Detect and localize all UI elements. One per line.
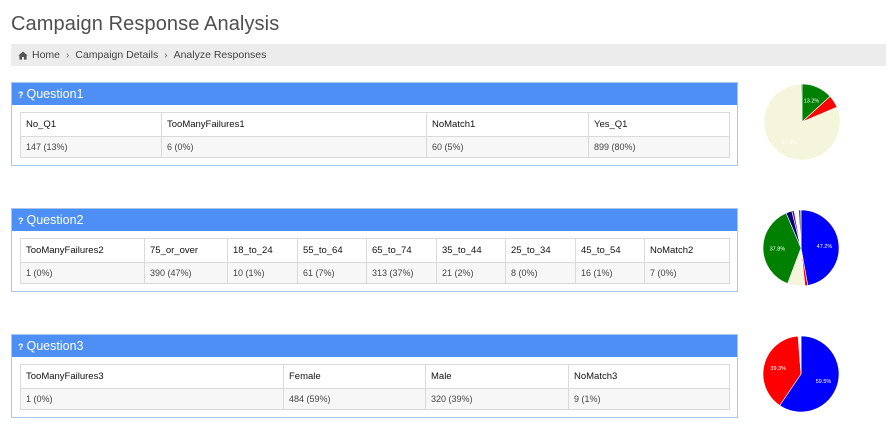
question3-pie-chart: 59.5% 39.3%: [762, 335, 840, 413]
question3-table: TooManyFailures3 Female Male NoMatch3 1 …: [20, 364, 730, 410]
breadcrumb-home[interactable]: Home: [32, 49, 61, 61]
table-cell: 484 (59%): [283, 388, 426, 410]
table-cell: 313 (37%): [366, 262, 437, 284]
table-cell: 147 (13%): [20, 136, 162, 158]
pie-slice: [762, 335, 802, 406]
table-header: 75_or_over: [144, 238, 228, 263]
table-header: NoMatch2: [644, 238, 730, 263]
table-header: 45_to_54: [575, 238, 645, 263]
breadcrumb-separator: ›: [164, 49, 168, 61]
pie-slice-label: 59.5%: [816, 379, 832, 385]
pie-slice-label: 13.2%: [804, 98, 820, 104]
question2-table: TooManyFailures2 75_or_over 18_to_24 55_…: [20, 238, 730, 284]
table-header: 25_to_34: [505, 238, 576, 263]
question1-title: Question1: [26, 87, 84, 101]
table-cell: 1 (0%): [20, 388, 284, 410]
table-cell: 899 (80%): [588, 136, 730, 158]
question2-heading: ? Question2: [12, 209, 737, 231]
question2-title: Question2: [26, 213, 84, 227]
table-cell: 60 (5%): [426, 136, 589, 158]
question1-pie-chart: 13.2% 80.8%: [763, 83, 841, 161]
question2-panel: ? Question2 TooManyFailures2 75_or_over …: [11, 208, 738, 292]
table-header: NoMatch3: [568, 364, 730, 389]
table-header: 18_to_24: [227, 238, 298, 263]
table-header: Male: [425, 364, 569, 389]
table-header: TooManyFailures3: [20, 364, 284, 389]
table-header: No_Q1: [20, 112, 162, 137]
pie-slice: [800, 83, 803, 123]
question3-heading: ? Question3: [12, 335, 737, 357]
question-mark-icon: ?: [18, 215, 24, 226]
table-header-row: TooManyFailures2 75_or_over 18_to_24 55_…: [20, 238, 730, 263]
table-header: 55_to_64: [297, 238, 367, 263]
table-header: 65_to_74: [366, 238, 437, 263]
pie-slice-label: 39.3%: [770, 366, 786, 372]
question1-panel: ? Question1 No_Q1 TooManyFailures1 NoMat…: [11, 82, 738, 166]
question1-heading: ? Question1: [12, 83, 737, 105]
breadcrumb-separator: ›: [66, 49, 70, 61]
page-title: Campaign Response Analysis: [11, 13, 280, 35]
table-cell: 1 (0%): [20, 262, 145, 284]
table-cell: 320 (39%): [425, 388, 569, 410]
pie-slice: [762, 212, 802, 284]
table-header: Yes_Q1: [588, 112, 730, 137]
table-header: TooManyFailures2: [20, 238, 145, 263]
question2-pie-chart: 47.2% 37.8%: [762, 209, 840, 287]
breadcrumb-current: Analyze Responses: [173, 49, 267, 61]
table-row: 1 (0%) 390 (47%) 10 (1%) 61 (7%) 313 (37…: [20, 262, 730, 284]
table-cell: 8 (0%): [505, 262, 576, 284]
table-row: 1 (0%) 484 (59%) 320 (39%) 9 (1%): [20, 388, 730, 410]
table-cell: 6 (0%): [161, 136, 427, 158]
table-header: TooManyFailures1: [161, 112, 427, 137]
table-header: 35_to_44: [436, 238, 506, 263]
table-cell: 390 (47%): [144, 262, 228, 284]
table-cell: 61 (7%): [297, 262, 367, 284]
breadcrumb: Home › Campaign Details › Analyze Respon…: [11, 44, 886, 66]
table-cell: 21 (2%): [436, 262, 506, 284]
home-icon: [18, 51, 28, 60]
table-cell: 7 (0%): [644, 262, 730, 284]
table-cell: 10 (1%): [227, 262, 298, 284]
pie-slice: [779, 335, 840, 413]
table-header-row: No_Q1 TooManyFailures1 NoMatch1 Yes_Q1: [20, 112, 730, 137]
pie-slice-label: 37.8%: [770, 246, 786, 252]
table-header-row: TooManyFailures3 Female Male NoMatch3: [20, 364, 730, 389]
table-header: NoMatch1: [426, 112, 589, 137]
question3-title: Question3: [26, 339, 84, 353]
question-mark-icon: ?: [18, 89, 24, 100]
pie-slice-label: 80.8%: [782, 140, 798, 146]
table-header: Female: [283, 364, 426, 389]
pie-slice-label: 47.2%: [817, 244, 833, 250]
breadcrumb-campaign-details[interactable]: Campaign Details: [75, 49, 159, 61]
table-cell: 9 (1%): [568, 388, 730, 410]
table-cell: 16 (1%): [575, 262, 645, 284]
question-mark-icon: ?: [18, 341, 24, 352]
table-row: 147 (13%) 6 (0%) 60 (5%) 899 (80%): [20, 136, 730, 158]
question3-panel: ? Question3 TooManyFailures3 Female Male…: [11, 334, 738, 418]
pie-slice: [800, 209, 840, 286]
question1-table: No_Q1 TooManyFailures1 NoMatch1 Yes_Q1 1…: [20, 112, 730, 158]
